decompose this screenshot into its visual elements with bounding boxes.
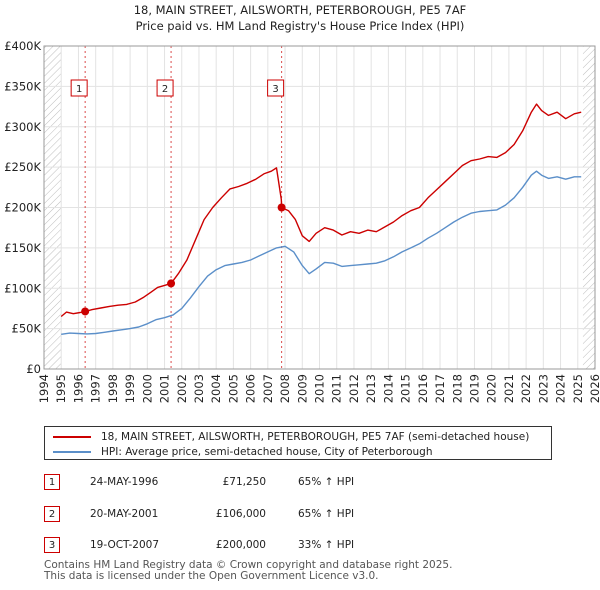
y-tick-label: £0 xyxy=(26,362,41,376)
legend-item-property: 18, MAIN STREET, AILSWORTH, PETERBOROUGH… xyxy=(53,429,529,444)
x-tick-label: 2001 xyxy=(158,374,172,403)
chart-subtitle: Price paid vs. HM Land Registry's House … xyxy=(136,19,465,33)
legend: 18, MAIN STREET, AILSWORTH, PETERBOROUGH… xyxy=(44,426,552,460)
legend-label-hpi: HPI: Average price, semi-detached house,… xyxy=(101,445,433,458)
x-tick-label: 2019 xyxy=(467,374,481,403)
x-tick-label: 2022 xyxy=(519,374,533,403)
y-tick-label: £200K xyxy=(4,201,41,215)
x-tick-label: 2017 xyxy=(433,374,447,403)
sale-point xyxy=(167,279,176,288)
x-tick-label: 2016 xyxy=(416,374,430,403)
x-tick-label: 2006 xyxy=(244,374,258,403)
x-tick-label: 2002 xyxy=(175,374,189,403)
x-tick-label: 2011 xyxy=(330,374,344,403)
sale-date: 20-MAY-2001 xyxy=(90,508,159,520)
x-tick-label: 1998 xyxy=(106,374,120,403)
sale-label-box xyxy=(267,79,285,97)
sale-number-badge: 2 xyxy=(44,506,60,522)
sale-hpi-change: 65% ↑ HPI xyxy=(298,508,355,520)
table-row: 3 19-OCT-2007 £200,000 33% ↑ HPI xyxy=(44,537,464,555)
sale-hpi-change: 33% ↑ HPI xyxy=(298,539,355,551)
x-tick-label: 2005 xyxy=(226,374,240,403)
sale-point xyxy=(81,307,90,316)
y-tick-label: £350K xyxy=(4,79,41,93)
y-tick-label: £300K xyxy=(4,120,41,134)
sale-point xyxy=(277,203,286,212)
x-tick-label: 2000 xyxy=(140,374,154,403)
x-tick-label: 2020 xyxy=(485,374,499,403)
x-tick-label: 2013 xyxy=(364,374,378,403)
legend-label-property: 18, MAIN STREET, AILSWORTH, PETERBOROUGH… xyxy=(101,430,530,443)
x-tick-label: 2010 xyxy=(313,374,327,403)
footer-line-licence: This data is licensed under the Open Gov… xyxy=(44,570,379,582)
series-line-property xyxy=(60,103,582,318)
x-tick-label: 2007 xyxy=(261,374,275,403)
sale-date: 19-OCT-2007 xyxy=(90,539,159,551)
x-tick-label: 1994 xyxy=(37,374,51,403)
plot-frame xyxy=(43,45,596,370)
table-row: 1 24-MAY-1996 £71,250 65% ↑ HPI xyxy=(44,474,464,492)
x-tick-label: 2024 xyxy=(554,374,568,403)
chart-title: 18, MAIN STREET, AILSWORTH, PETERBOROUGH… xyxy=(134,3,467,17)
sale-price: £71,250 xyxy=(222,476,266,488)
x-tick-label: 2012 xyxy=(347,374,361,403)
legend-swatch-hpi xyxy=(53,450,91,453)
y-tick-label: £250K xyxy=(4,160,41,174)
sale-date: 24-MAY-1996 xyxy=(90,476,159,488)
x-tick-label: 2026 xyxy=(588,374,600,403)
x-tick-label: 1996 xyxy=(71,374,85,403)
x-tick-label: 2003 xyxy=(192,374,206,403)
y-tick-label: £400K xyxy=(4,39,41,53)
y-tick-label: £100K xyxy=(4,281,41,295)
series-line-hpi xyxy=(61,170,582,335)
sale-label-number: 3 xyxy=(272,84,278,95)
x-tick-label: 2009 xyxy=(295,374,309,403)
x-tick-label: 2025 xyxy=(571,374,585,403)
sale-label-number: 1 xyxy=(76,84,82,95)
x-tick-label: 2008 xyxy=(278,374,292,403)
x-tick-label: 2018 xyxy=(450,374,464,403)
price-chart: 18, MAIN STREET, AILSWORTH, PETERBOROUGH… xyxy=(4,3,600,403)
x-tick-label: 2023 xyxy=(536,374,550,403)
sale-hpi-change: 65% ↑ HPI xyxy=(298,476,355,488)
x-tick-label: 2021 xyxy=(502,374,516,403)
legend-item-hpi: HPI: Average price, semi-detached house,… xyxy=(53,444,433,459)
x-tick-label: 1997 xyxy=(89,374,103,403)
sale-number-badge: 3 xyxy=(44,537,60,553)
footer-attribution: Contains HM Land Registry data © Crown c… xyxy=(44,560,452,582)
x-tick-label: 2004 xyxy=(209,374,223,403)
sale-number-badge: 1 xyxy=(44,474,60,490)
x-tick-label: 2015 xyxy=(399,374,413,403)
x-tick-label: 1999 xyxy=(123,374,137,403)
y-tick-label: £150K xyxy=(4,241,41,255)
sale-price: £106,000 xyxy=(215,508,266,520)
sale-label-box xyxy=(70,79,88,97)
x-tick-label: 1995 xyxy=(54,374,68,403)
footer-line-copyright: Contains HM Land Registry data © Crown c… xyxy=(44,559,453,571)
sale-label-box xyxy=(156,79,174,97)
sale-price: £200,000 xyxy=(215,539,266,551)
sale-label-number: 2 xyxy=(162,84,168,95)
table-row: 2 20-MAY-2001 £106,000 65% ↑ HPI xyxy=(44,506,464,524)
legend-swatch-property xyxy=(53,435,91,438)
x-tick-label: 2014 xyxy=(381,374,395,403)
y-tick-label: £50K xyxy=(12,322,42,336)
